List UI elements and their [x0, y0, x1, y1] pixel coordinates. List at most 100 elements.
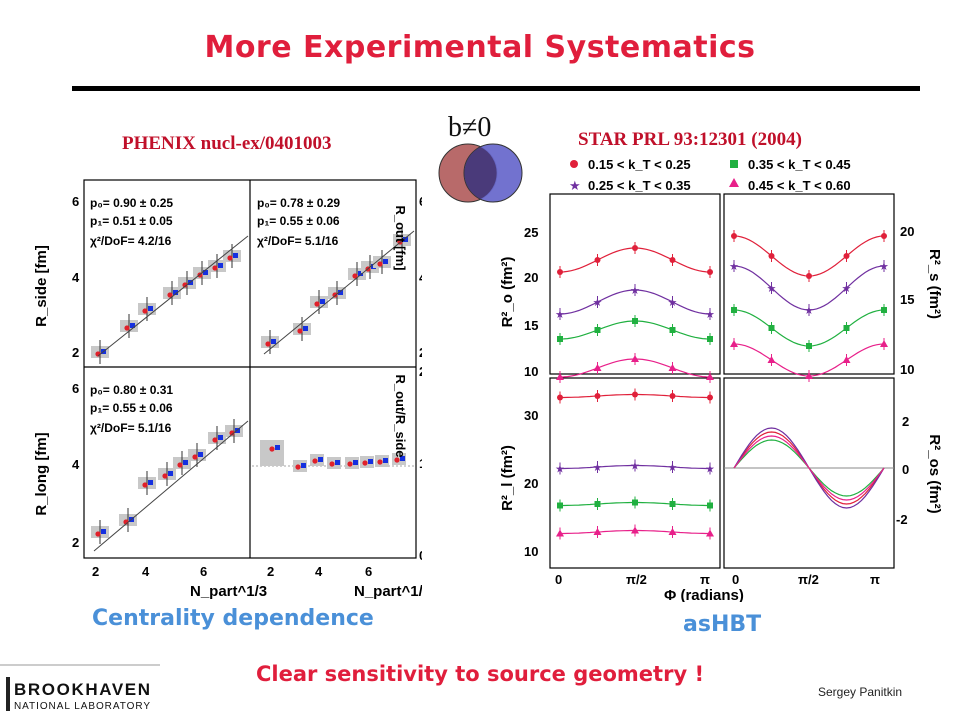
data-point-red: [167, 292, 173, 298]
data-point-blue: [148, 306, 153, 311]
data-point-blue: [338, 290, 343, 295]
data-point: [731, 307, 737, 313]
data-point-red: [312, 458, 318, 464]
fit-p0-side: p₀= 0.90 ± 0.25: [90, 196, 173, 210]
data-point-blue: [183, 460, 188, 465]
data-point: [632, 318, 638, 324]
ylabel-rlong: R_long [fm]: [33, 432, 50, 515]
data-point: [632, 391, 638, 398]
data-point: ★: [804, 305, 814, 317]
data-point: [556, 529, 564, 537]
data-point: [842, 356, 851, 363]
data-point: [768, 325, 775, 331]
xtick-left-4: 4: [142, 564, 150, 579]
ytick-os-neg2: -2: [896, 512, 908, 527]
data-point-red: [227, 255, 233, 261]
ytick-side-4: 4: [72, 270, 80, 285]
conclusion-text: Clear sensitivity to source geometry !: [255, 662, 705, 686]
data-point-blue: [301, 463, 306, 468]
centrality-caption: Centrality dependence: [92, 606, 374, 631]
xtick-r-0: 0: [732, 572, 739, 587]
data-point-red: [295, 464, 301, 470]
data-point: ★: [705, 464, 715, 476]
data-point-red: [269, 446, 275, 452]
data-point-red: [212, 265, 218, 271]
fit-p1-side: p₁= 0.51 ± 0.05: [90, 214, 173, 228]
data-point: [631, 355, 639, 362]
ytick-o-20: 20: [524, 270, 538, 285]
data-point: [632, 499, 638, 506]
fit-p1-long: p₁= 0.55 ± 0.06: [90, 401, 173, 415]
fit-p0-out: p₀= 0.78 ± 0.29: [257, 196, 340, 210]
data-point-blue: [358, 271, 363, 276]
data-point: [631, 526, 639, 534]
data-point-red: [124, 325, 130, 331]
data-point-blue: [271, 339, 276, 344]
data-point-red: [212, 437, 218, 443]
data-point-blue: [353, 460, 358, 465]
xtick-r-pi: π: [870, 572, 880, 587]
data-point: ★: [668, 297, 678, 309]
ytick-ratio-2: 2: [419, 364, 422, 379]
ashbt-caption: asHBT: [683, 612, 762, 637]
data-point: [669, 393, 676, 399]
ylabel-rl2: R²_l (fm²): [499, 445, 516, 511]
data-point-red: [297, 328, 303, 334]
data-point: ★: [729, 261, 739, 273]
ylabel-rside: R_side [fm]: [33, 245, 50, 327]
ylabel-rs2: R²_s (fm²): [926, 249, 943, 319]
data-point: [843, 253, 850, 259]
data-point: [707, 502, 713, 509]
data-point-blue: [383, 458, 388, 463]
data-point-red: [95, 531, 101, 537]
data-point-blue: [233, 253, 238, 258]
data-point-red: [377, 261, 383, 267]
title-underline: [72, 86, 920, 91]
data-point-blue: [218, 263, 223, 268]
data-point: [557, 336, 563, 342]
fit-p0-long: p₀= 0.80 ± 0.31: [90, 383, 173, 397]
data-point-blue: [383, 259, 388, 264]
data-point-blue: [101, 529, 106, 534]
data-point: [731, 233, 737, 239]
data-point-red: [162, 473, 168, 479]
ytick-s-15: 15: [900, 292, 914, 307]
ytick-ratio-1: 1: [419, 456, 422, 471]
ytick-ratio-0: 0: [419, 548, 422, 563]
ytick-l-10: 10: [524, 544, 538, 559]
data-point: [843, 325, 850, 331]
data-point-red: [394, 457, 400, 463]
xlabel-left: N_part^1/3: [190, 583, 267, 600]
impact-parameter-label: b≠0: [448, 112, 492, 143]
fit-line: [93, 420, 249, 552]
ylabel-ratio: R_out/R_side: [393, 374, 408, 457]
ytick-side-6: 6: [72, 194, 79, 209]
data-point-blue: [203, 270, 208, 275]
legend-3: 0.45 < k_T < 0.60: [748, 178, 851, 193]
ytick-l-30: 30: [524, 408, 538, 423]
legend-1: 0.35 < k_T < 0.45: [748, 157, 851, 172]
ytick-long-6: 6: [72, 381, 79, 396]
data-point: [669, 257, 676, 263]
data-point: [881, 233, 887, 239]
data-point: [594, 393, 601, 399]
star-reference: STAR PRL 93:12301 (2004): [578, 129, 802, 150]
data-point-blue: [218, 435, 223, 440]
logo-line1: BROOKHAVEN: [14, 680, 150, 699]
legend-marker-0: [570, 160, 578, 168]
ytick-os-2: 2: [902, 414, 909, 429]
data-point: ★: [705, 309, 715, 321]
data-point-red: [229, 430, 235, 436]
fit-chi-side: χ²/DoF= 4.2/16: [90, 234, 172, 248]
data-point: [594, 257, 601, 263]
slide-title: More Experimental Systematics: [204, 30, 756, 65]
xtick-l-0: 0: [555, 572, 562, 587]
xtick-left-2: 2: [92, 564, 99, 579]
data-point-red: [377, 459, 383, 465]
ylabel-ros2: R²_os (fm²): [926, 434, 943, 513]
ytick-out-6: 6: [419, 194, 422, 209]
ytick-s-20: 20: [900, 224, 914, 239]
data-point-blue: [168, 471, 173, 476]
phenix-figure: p₀= 0.90 ± 0.25 p₁= 0.51 ± 0.05 χ²/DoF= …: [33, 179, 422, 600]
ytick-s-10: 10: [900, 362, 914, 377]
